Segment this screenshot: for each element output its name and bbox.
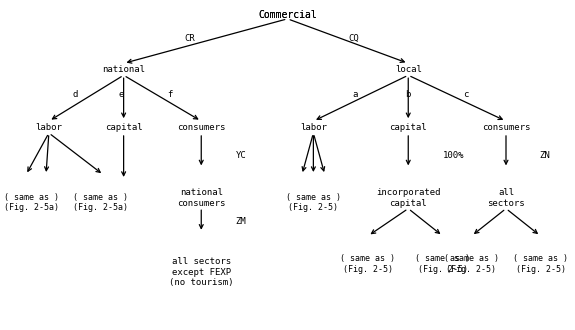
Text: national
consumers: national consumers (177, 188, 225, 208)
Text: labor: labor (300, 122, 327, 132)
Text: CQ: CQ (348, 34, 359, 43)
Text: national: national (102, 65, 145, 74)
Text: b: b (405, 89, 411, 99)
Text: d: d (72, 89, 78, 99)
Text: incorporated
capital: incorporated capital (376, 188, 440, 208)
Text: consumers: consumers (177, 122, 225, 132)
Text: capital: capital (389, 122, 427, 132)
Text: all sectors
except FEXP
(no tourism): all sectors except FEXP (no tourism) (169, 257, 233, 287)
Text: consumers: consumers (482, 122, 530, 132)
Text: ZN: ZN (539, 150, 550, 160)
Text: ( same as )
(Fig. 2-5): ( same as ) (Fig. 2-5) (513, 254, 568, 274)
Text: ( same as )
(Fig. 2-5a): ( same as ) (Fig. 2-5a) (73, 193, 128, 213)
Text: ( same as )
(Fig. 2-5): ( same as ) (Fig. 2-5) (340, 254, 396, 274)
Text: local: local (395, 65, 421, 74)
Text: ZM: ZM (236, 216, 247, 226)
Text: ( same as )
(Fig. 2-5a): ( same as ) (Fig. 2-5a) (4, 193, 59, 213)
Text: ( same as )
(Fig. 2-5): ( same as ) (Fig. 2-5) (286, 193, 341, 213)
Text: 100%: 100% (443, 150, 464, 160)
Text: ( same as )
(Fig. 2-5): ( same as ) (Fig. 2-5) (444, 254, 499, 274)
Text: YC: YC (236, 150, 247, 160)
Text: CR: CR (185, 34, 195, 43)
Text: c: c (463, 89, 469, 99)
Text: f: f (167, 89, 172, 99)
Text: Commercial: Commercial (258, 10, 317, 20)
Text: e: e (118, 89, 124, 99)
Text: ( same as )
(Fig. 2-5): ( same as ) (Fig. 2-5) (415, 254, 470, 274)
Text: a: a (352, 89, 358, 99)
Text: capital: capital (105, 122, 143, 132)
Text: labor: labor (36, 122, 62, 132)
Text: Commercial: Commercial (258, 10, 317, 20)
Text: all
sectors: all sectors (487, 188, 525, 208)
